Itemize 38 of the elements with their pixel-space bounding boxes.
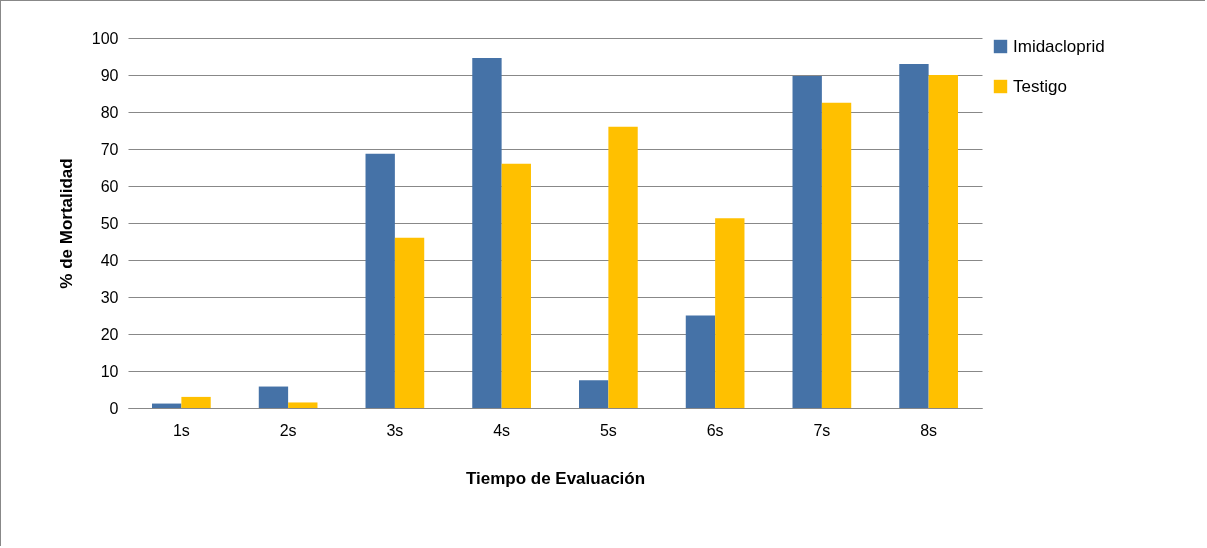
y-tick-label: 10 [100,362,119,380]
bar [928,75,958,408]
y-tick-label: 100 [91,29,119,47]
y-tick-label: 20 [100,325,119,343]
bar [288,402,318,408]
bar [365,153,395,408]
y-tick-label: 90 [100,66,119,84]
x-tick-label: 1s [172,421,190,439]
y-tick-label: 50 [100,214,119,232]
y-tick-label: 70 [100,140,119,158]
bar [608,126,638,408]
x-tick-label: 3s [386,421,404,439]
x-tick-label: 6s [706,421,724,439]
bar [501,163,531,408]
bar [715,218,745,408]
x-tick-label: 8s [920,421,938,439]
bar [821,102,852,408]
bar [579,380,609,408]
y-tick-label: 60 [100,177,119,195]
bar [792,76,822,408]
y-tick-label: 30 [100,288,119,306]
bar [258,386,289,408]
bar [472,57,502,408]
bar [899,63,929,408]
legend-label: Testigo [1013,76,1067,96]
y-axis-title: % de Mortalidad [56,158,76,289]
x-tick-label: 5s [599,421,617,439]
y-tick-label: 80 [100,103,119,121]
legend-label: Imidacloprid [1013,36,1105,56]
y-tick-label: 40 [100,251,119,269]
x-tick-label: 7s [813,421,831,439]
x-tick-label: 4s [493,421,511,439]
bar [181,396,211,408]
x-tick-label: 2s [279,421,297,439]
x-axis-title: Tiempo de Evaluación [465,468,646,488]
bar [685,315,716,408]
y-tick-label: 0 [109,399,119,417]
bar [394,237,425,408]
